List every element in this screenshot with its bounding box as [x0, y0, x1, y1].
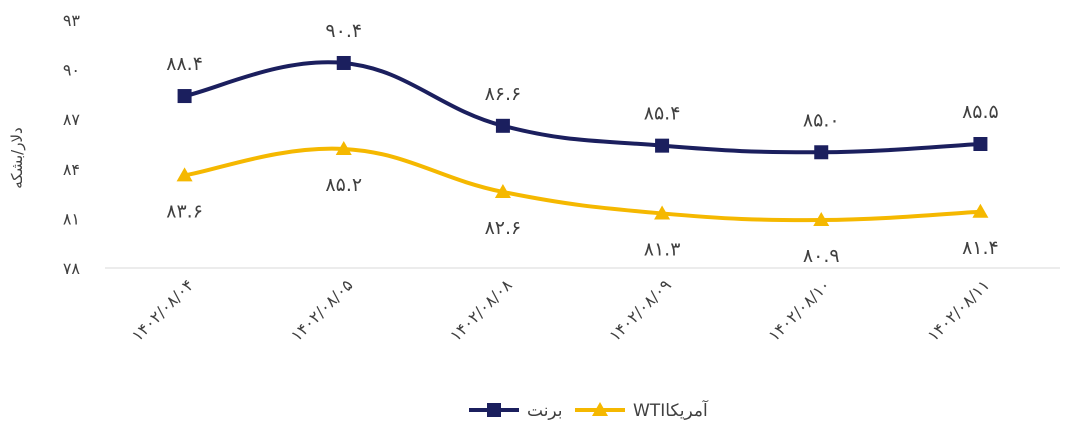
data-point [655, 138, 670, 153]
data-label: ۸۱.۳ [644, 238, 681, 260]
y-axis-title: دلار/بشکه [8, 127, 26, 188]
y-tick-label: ۹۰ [63, 61, 80, 80]
series-line [184, 60, 981, 155]
series-2: ۸۳.۶ ۸۵.۲ ۸۲.۶ ۸۱.۳ ۸۰.۹ ۸۱.۴ [166, 140, 999, 267]
data-point [335, 140, 352, 155]
x-tick-label: ۱۴۰۲/۰۸/۰۹ [605, 275, 675, 345]
data-label: ۸۵.۲ [325, 174, 362, 196]
data-point [176, 167, 193, 182]
data-label: ۸۶.۶ [485, 83, 522, 105]
y-tick-label: ۹۳ [63, 11, 81, 30]
data-point [814, 145, 829, 160]
data-label: ۹۰.۴ [325, 20, 362, 42]
data-point [495, 118, 510, 133]
data-point [813, 212, 830, 227]
y-tick-label: ۸۱ [63, 209, 80, 228]
x-axis-ticks: ۱۴۰۲/۰۸/۰۴ ۱۴۰۲/۰۸/۰۵ ۱۴۰۲/۰۸/۰۸ ۱۴۰۲/۰۸/۰۹… [128, 275, 994, 345]
x-tick-label: ۱۴۰۲/۰۸/۰۴ [128, 275, 198, 345]
legend-swatch-marker [592, 402, 608, 416]
data-point [972, 203, 989, 218]
data-label: ۸۵.۰ [803, 109, 840, 131]
y-axis-ticks: ۷۸ ۸۱ ۸۴ ۸۷ ۹۰ ۹۳ [63, 11, 81, 278]
y-tick-label: ۷۸ [63, 259, 81, 278]
data-label: ۸۱.۴ [962, 237, 999, 259]
data-point [654, 205, 671, 220]
legend-swatch-marker [487, 403, 501, 417]
x-tick-label: ۱۴۰۲/۰۸/۱۰ [764, 275, 834, 345]
x-tick-label: ۱۴۰۲/۰۸/۰۸ [446, 275, 516, 345]
data-point [494, 183, 511, 198]
data-label: ۸۸.۴ [166, 53, 203, 75]
y-tick-label: ۸۷ [63, 110, 81, 129]
data-point [973, 137, 988, 151]
y-tick-label: ۸۴ [63, 160, 80, 179]
data-label: ۸۲.۶ [485, 217, 522, 239]
series-line [184, 146, 981, 223]
data-label: ۸۳.۶ [166, 200, 203, 222]
x-tick-label: ۱۴۰۲/۰۸/۰۵ [287, 275, 357, 345]
data-point [177, 89, 192, 104]
data-label: ۸۵.۴ [644, 103, 681, 125]
data-point [336, 55, 351, 70]
x-tick-label: ۱۴۰۲/۰۸/۱۱ [924, 275, 994, 345]
legend-label: WTIآمریکا [633, 399, 709, 421]
data-label: ۸۰.۹ [803, 245, 840, 267]
series-1: ۸۸.۴ ۹۰.۴ ۸۶.۶ ۸۵.۴ ۸۵.۰ ۸۵.۵ [166, 20, 999, 160]
legend: برنت WTIآمریکا [469, 399, 709, 421]
legend-label: برنت [527, 401, 563, 421]
series-layer: ۸۸.۴ ۹۰.۴ ۸۶.۶ ۸۵.۴ ۸۵.۰ ۸۵.۵ ۸۳.۶ ۸۵.۲ ۸۲.۶ ۸۱.۳… [166, 20, 998, 267]
data-label: ۸۵.۵ [962, 101, 999, 123]
